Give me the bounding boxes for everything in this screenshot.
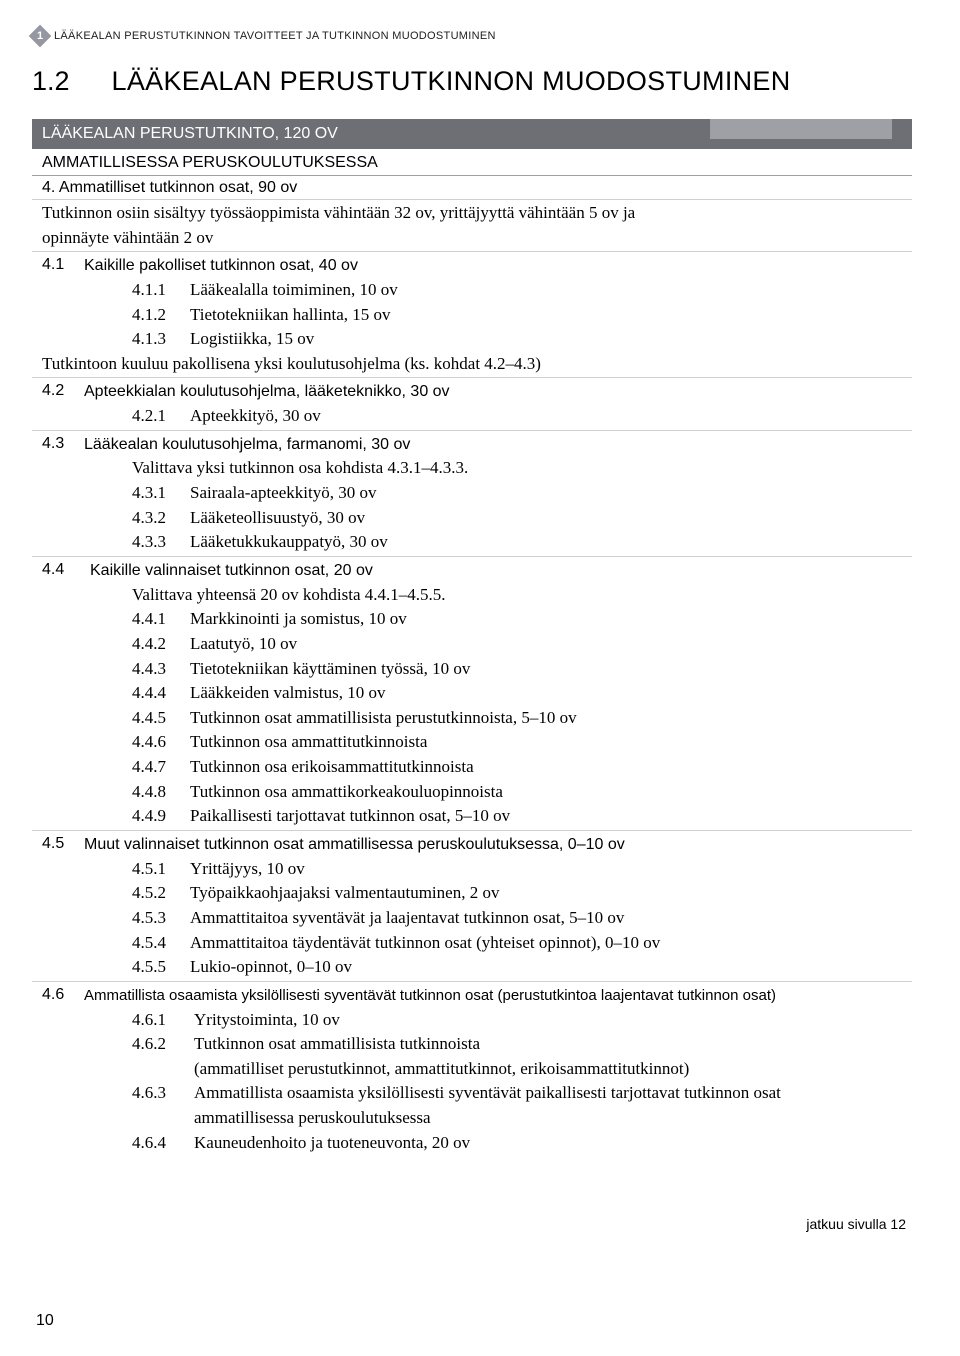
intro-row: Tutkinnon osiin sisältyy työssäoppimista…: [32, 200, 912, 252]
s43-title: Lääkealan koulutusohjelma, farmanomi, 30…: [84, 436, 410, 453]
intro-line-2: opinnäyte vähintään 2 ov: [42, 228, 213, 247]
s44-i8n: 4.4.8: [132, 780, 190, 805]
s45-num: 4.5: [42, 832, 84, 855]
s46-i3n: 4.6.3: [132, 1081, 194, 1106]
page-number: 10: [36, 1312, 54, 1330]
s44-i4n: 4.4.4: [132, 681, 190, 706]
heading-number: 1.2: [32, 66, 70, 97]
s42-row: 4.2Apteekkialan koulutusohjelma, lääkete…: [32, 378, 912, 430]
table-title: LÄÄKEALAN PERUSTUTKINTO, 120 OV: [42, 125, 338, 142]
s45-i4n: 4.5.4: [132, 931, 190, 956]
stripe: [710, 119, 892, 139]
s44-i2n: 4.4.2: [132, 632, 190, 657]
s44-i6n: 4.4.6: [132, 730, 190, 755]
s44-i3: Tietotekniikan käyttäminen työssä, 10 ov: [190, 659, 470, 678]
s43-row: 4.3Lääkealan koulutusohjelma, farmanomi,…: [32, 430, 912, 556]
table-subtitle-row: AMMATILLISESSA PERUSKOULUTUKSESSA: [32, 149, 912, 176]
s44-i7n: 4.4.7: [132, 755, 190, 780]
s46-i2b: (ammatilliset perustutkinnot, ammattitut…: [194, 1059, 689, 1078]
s41-i2n: 4.1.2: [132, 303, 190, 328]
s43-i3n: 4.3.3: [132, 530, 190, 555]
s44-i1: Markkinointi ja somistus, 10 ov: [190, 609, 407, 628]
section-heading: 1.2 LÄÄKEALAN PERUSTUTKINNON MUODOSTUMIN…: [32, 66, 912, 97]
s44-i4: Lääkkeiden valmistus, 10 ov: [190, 683, 385, 702]
s45-i1n: 4.5.1: [132, 857, 190, 882]
s44-row: 4.4Kaikille valinnaiset tutkinnon osat, …: [32, 556, 912, 830]
s46-i4: Kauneudenhoito ja tuoteneuvonta, 20 ov: [194, 1133, 470, 1152]
s43-i1: Sairaala-apteekkityö, 30 ov: [190, 483, 376, 502]
heading-text: LÄÄKEALAN PERUSTUTKINNON MUODOSTUMINEN: [112, 66, 791, 97]
s45-row: 4.5Muut valinnaiset tutkinnon osat ammat…: [32, 831, 912, 982]
s45-i1: Yrittäjyys, 10 ov: [190, 859, 305, 878]
s46-num: 4.6: [42, 983, 84, 1006]
s46-i1n: 4.6.1: [132, 1008, 194, 1033]
s44-pre: Valittava yhteensä 20 ov kohdista 4.4.1–…: [132, 585, 446, 604]
s45-title: Muut valinnaiset tutkinnon osat ammatill…: [84, 836, 625, 853]
s44-title: Kaikille valinnaiset tutkinnon osat, 20 …: [90, 562, 373, 579]
s42-title: Apteekkialan koulutusohjelma, lääketekni…: [84, 383, 450, 400]
s44-i8: Tutkinnon osa ammattikorkeakouluopinnois…: [190, 782, 503, 801]
s42-i1n: 4.2.1: [132, 404, 190, 429]
s45-i4: Ammattitaitoa täydentävät tutkinnon osat…: [190, 933, 660, 952]
s46-i2n: 4.6.2: [132, 1032, 194, 1057]
s45-i2n: 4.5.2: [132, 881, 190, 906]
s41-i1: Lääkealalla toimiminen, 10 ov: [190, 280, 398, 299]
s44-i6: Tutkinnon osa ammattitutkinnoista: [190, 732, 427, 751]
section-4-row: 4. Ammatilliset tutkinnon osat, 90 ov: [32, 176, 912, 200]
curriculum-table: LÄÄKEALAN PERUSTUTKINTO, 120 OV AMMATILL…: [32, 119, 912, 1156]
table-title-row: LÄÄKEALAN PERUSTUTKINTO, 120 OV: [32, 119, 912, 149]
s44-num: 4.4: [42, 558, 90, 581]
s41-title: Kaikille pakolliset tutkinnon osat, 40 o…: [84, 257, 358, 274]
table-subtitle: AMMATILLISESSA PERUSKOULUTUKSESSA: [42, 154, 378, 171]
s43-pre: Valittava yksi tutkinnon osa kohdista 4.…: [132, 458, 468, 477]
s46-i3b: ammatillisessa peruskoulutuksessa: [194, 1108, 431, 1127]
s44-i9: Paikallisesti tarjottavat tutkinnon osat…: [190, 806, 510, 825]
s44-i7: Tutkinnon osa erikoisammattitutkinnoista: [190, 757, 474, 776]
s44-i2: Laatutyö, 10 ov: [190, 634, 297, 653]
s45-i5: Lukio-opinnot, 0–10 ov: [190, 957, 352, 976]
s43-i2: Lääketeollisuustyö, 30 ov: [190, 508, 365, 527]
s44-i5: Tutkinnon osat ammatillisista perustutki…: [190, 708, 577, 727]
running-head-text: LÄÄKEALAN PERUSTUTKINNON TAVOITTEET JA T…: [54, 30, 496, 42]
s46-i2: Tutkinnon osat ammatillisista tutkinnois…: [194, 1034, 480, 1053]
s44-i5n: 4.4.5: [132, 706, 190, 731]
s45-i5n: 4.5.5: [132, 955, 190, 980]
s41-i2: Tietotekniikan hallinta, 15 ov: [190, 305, 391, 324]
s41-i3: Logistiikka, 15 ov: [190, 329, 314, 348]
s46-i4n: 4.6.4: [132, 1131, 194, 1156]
s45-i2: Työpaikkaohjaajaksi valmentautuminen, 2 …: [190, 883, 499, 902]
running-head: 1 LÄÄKEALAN PERUSTUTKINNON TAVOITTEET JA…: [32, 28, 912, 44]
s44-i9n: 4.4.9: [132, 804, 190, 829]
s46-title: Ammatillista osaamista yksilöllisesti sy…: [84, 987, 776, 1004]
s43-i3: Lääketukkukauppatyö, 30 ov: [190, 532, 388, 551]
chapter-badge: 1: [29, 25, 52, 48]
s44-i3n: 4.4.3: [132, 657, 190, 682]
s46-i1: Yritystoiminta, 10 ov: [194, 1010, 340, 1029]
s41-num: 4.1: [42, 253, 84, 276]
s43-i2n: 4.3.2: [132, 506, 190, 531]
s45-i3: Ammattitaitoa syventävät ja laajentavat …: [190, 908, 624, 927]
s45-i3n: 4.5.3: [132, 906, 190, 931]
s41-row: 4.1Kaikille pakolliset tutkinnon osat, 4…: [32, 252, 912, 378]
s44-i1n: 4.4.1: [132, 607, 190, 632]
s43-num: 4.3: [42, 432, 84, 455]
s42-num: 4.2: [42, 379, 84, 402]
continues-note: jatkuu sivulla 12: [32, 1216, 912, 1232]
s41-i3n: 4.1.3: [132, 327, 190, 352]
s42-i1: Apteekkityö, 30 ov: [190, 406, 321, 425]
s41-note: Tutkintoon kuuluu pakollisena yksi koulu…: [42, 354, 541, 373]
section-4: 4. Ammatilliset tutkinnon osat, 90 ov: [42, 179, 297, 196]
s41-i1n: 4.1.1: [132, 278, 190, 303]
intro-line-1: Tutkinnon osiin sisältyy työssäoppimista…: [42, 203, 635, 222]
s46-row: 4.6Ammatillista osaamista yksilöllisesti…: [32, 981, 912, 1156]
s46-i3: Ammatillista osaamista yksilöllisesti sy…: [194, 1083, 781, 1102]
s43-i1n: 4.3.1: [132, 481, 190, 506]
